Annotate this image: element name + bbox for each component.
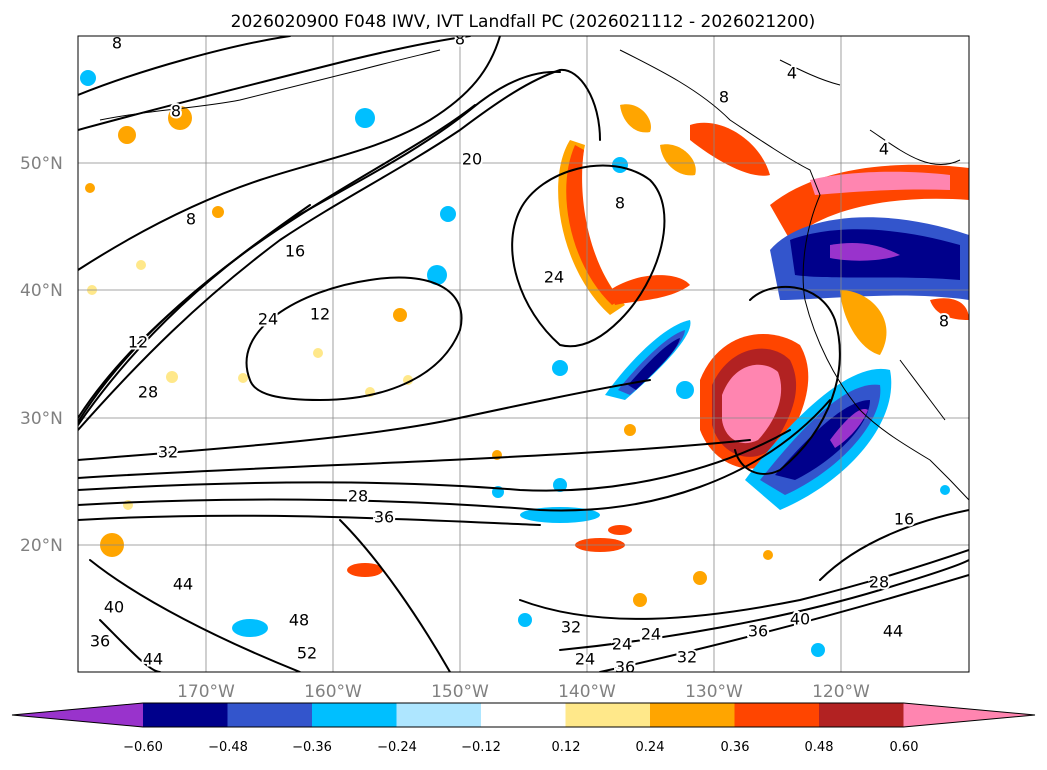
- contour-label: 32: [561, 618, 581, 637]
- colorbar-segment: [903, 703, 1035, 727]
- colorbar-segment: [481, 703, 566, 727]
- map-frame: [77, 35, 970, 673]
- colorbar-tick-label: 0.12: [552, 740, 581, 755]
- contour-label: 44: [143, 650, 163, 669]
- map-panel: 8 8 8 8 4 4 8 8 20 16 12 12 24 24 28 32 …: [78, 30, 969, 677]
- lon-label: 160°W: [304, 682, 362, 702]
- contour-label: 28: [348, 487, 368, 506]
- colorbar-ticks: −0.60 −0.48 −0.36 −0.24 −0.12 0.12 0.24 …: [123, 740, 918, 755]
- contour-label: 44: [883, 622, 903, 641]
- contour-label: 24: [612, 635, 632, 654]
- contour-label: 32: [677, 648, 697, 667]
- colorbar-tick-label: 0.60: [890, 740, 919, 755]
- contour-label: 24: [641, 625, 661, 644]
- contour-label: 52: [297, 644, 317, 663]
- colorbar-segment: [819, 703, 904, 727]
- contour-label: 48: [289, 611, 309, 630]
- contour-label: 40: [790, 610, 810, 629]
- contour-label: 16: [285, 242, 305, 261]
- lon-label: 170°W: [177, 682, 235, 702]
- graticule: [78, 36, 969, 672]
- longitude-labels: 170°W 160°W 150°W 140°W 130°W 120°W: [177, 682, 870, 702]
- contour-label: 4: [787, 64, 797, 83]
- contour-label: 28: [869, 573, 889, 592]
- contour-label: 8: [615, 194, 625, 213]
- contour-label: 8: [112, 34, 122, 53]
- lon-label: 130°W: [685, 682, 743, 702]
- colorbar-tick-label: 0.36: [721, 740, 750, 755]
- lon-label: 120°W: [812, 682, 870, 702]
- contour-label: 24: [544, 268, 564, 287]
- contour-label: 16: [894, 510, 914, 529]
- contour-label: 28: [138, 383, 158, 402]
- colorbar-tick-label: −0.60: [123, 740, 163, 755]
- coastlines: [99, 49, 969, 501]
- contour-label: 36: [615, 658, 635, 677]
- contour-label: 24: [575, 650, 595, 669]
- colorbar-segment: [312, 703, 397, 727]
- lat-label: 20°N: [20, 536, 63, 556]
- colorbar-tick-label: −0.24: [377, 740, 417, 755]
- colorbar-tick-label: 0.24: [636, 740, 665, 755]
- contour-label: 8: [939, 312, 949, 331]
- latitude-labels: 50°N 40°N 30°N 20°N: [20, 154, 63, 556]
- colorbar-tick-label: 0.48: [805, 740, 834, 755]
- colorbar-outline: [11, 702, 1036, 728]
- contour-label: 8: [171, 102, 181, 121]
- lon-label: 150°W: [431, 682, 489, 702]
- colorbar-segment: [734, 703, 819, 727]
- colorbar-segment: [565, 703, 650, 727]
- colorbar-tick-label: −0.36: [292, 740, 332, 755]
- colorbar-segment: [12, 703, 143, 727]
- contour-label: 8: [455, 30, 465, 49]
- contour-label: 8: [186, 210, 196, 229]
- lat-label: 40°N: [20, 281, 63, 301]
- contour-label: 4: [879, 140, 889, 159]
- contour-label: 24: [258, 310, 278, 329]
- contour-label: 36: [748, 622, 768, 641]
- lat-label: 30°N: [20, 409, 63, 429]
- colorbar-tick-label: −0.48: [208, 740, 248, 755]
- plot-title: 2026020900 F048 IWV, IVT Landfall PC (20…: [231, 12, 816, 32]
- colorbar-segment: [227, 703, 312, 727]
- lon-label: 140°W: [558, 682, 616, 702]
- colorbar: [11, 702, 1036, 728]
- contour-label: 36: [90, 632, 110, 651]
- colorbar-tick-label: −0.12: [461, 740, 501, 755]
- contour-label: 12: [128, 333, 148, 352]
- iwv-contours: [78, 36, 969, 672]
- contour-labels: 8 8 8 8 4 4 8 8 20 16 12 12 24 24 28 32 …: [88, 30, 951, 677]
- contour-label: 32: [158, 443, 178, 462]
- contour-label: 36: [374, 508, 394, 527]
- contour-label: 12: [310, 305, 330, 324]
- contour-label: 44: [173, 575, 193, 594]
- colorbar-segment: [396, 703, 481, 727]
- contour-label: 40: [104, 598, 124, 617]
- lat-label: 50°N: [20, 154, 63, 174]
- colorbar-segment: [650, 703, 735, 727]
- contour-label: 8: [719, 88, 729, 107]
- contour-label: 20: [462, 150, 482, 169]
- colorbar-segment: [143, 703, 228, 727]
